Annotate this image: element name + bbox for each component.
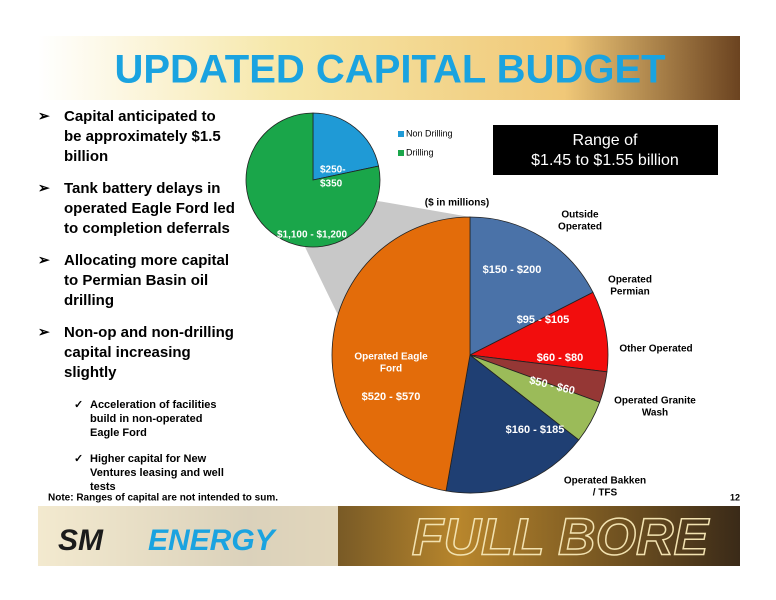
segment-name: Other Operated [619,344,692,355]
title-band [38,36,740,100]
segment-name: Operated [608,275,652,286]
bullet-text: operated Eagle Ford led [64,200,235,217]
sub-bullet-text: Higher capital for New [90,453,207,465]
bullet-text: Allocating more capital [64,252,229,269]
logo-energy: ENERGY [148,524,278,557]
slice-label: $1,100 - $1,200 [277,230,347,241]
sub-bullet-text: tests [90,481,116,493]
bullet-marker: ➢ [38,252,50,268]
pie-slice [331,216,471,492]
slide-title: UPDATED CAPITAL BUDGET [114,48,665,92]
sub-bullet-text: build in non-operated [90,413,202,425]
segment-name: Operated Granite [614,396,696,407]
segment-name: / TFS [593,488,618,499]
sub-bullet-text: Ventures leasing and well [90,467,224,479]
range-text: $1.45 to $1.55 billion [531,152,679,169]
segment-range: $150 - $200 [483,264,542,276]
segment-name: Ford [380,364,402,375]
legend-swatch [398,150,404,156]
bullet-text: capital increasing [64,344,191,361]
segment-range: $95 - $105 [517,314,570,326]
bullet-marker: ➢ [38,180,50,196]
legend-entry: Drilling [406,147,434,157]
legend-entry: Non Drilling [406,128,453,138]
note: Note: Ranges of capital are not intended… [48,493,278,504]
bullet-text: billion [64,148,108,165]
segment-range: $60 - $80 [537,352,583,364]
segment-name: Wash [642,408,668,419]
range-text: Range of [573,132,638,149]
bullet-text: Capital anticipated to [64,108,216,125]
sub-bullet-marker: ✓ [74,399,83,411]
bullet-text: slightly [64,364,117,381]
sub-bullet-text: Eagle Ford [90,427,147,439]
range-box [493,125,718,175]
segment-range: $520 - $570 [362,391,421,403]
bullet-text: Tank battery delays in [64,180,220,197]
slice-label: $350 [320,179,343,190]
sub-bullet-marker: ✓ [74,453,83,465]
logo-sm: SM [58,524,104,557]
unit-note: ($ in millions) [425,198,489,209]
bullet-text: Non-op and non-drilling [64,324,234,341]
bullet-text: to completion deferrals [64,220,230,237]
segment-name: Operated [558,222,602,233]
sub-bullet-text: Acceleration of facilities [90,399,217,411]
segment-name: Outside [561,210,599,221]
pie-slice [312,112,380,181]
segment-range: $160 - $185 [506,424,565,436]
logo-area [38,506,338,566]
slice-label: $250- [320,165,346,176]
pie-slice [245,112,381,248]
pie-slice [469,216,594,356]
pie-slice [445,354,580,494]
segment-name: Operated Bakken [564,476,646,487]
bullet-marker: ➢ [38,324,50,340]
page-number: 12 [730,492,740,502]
bullet-marker: ➢ [38,108,50,124]
bullet-text: be approximately $1.5 [64,128,221,145]
segment-name: Operated Eagle [354,352,428,363]
bullet-text: to Permian Basin oil [64,272,208,289]
pie-slice [468,291,609,373]
tagline: FULL BORE [412,509,710,567]
segment-name: Permian [610,287,649,298]
legend-swatch [398,131,404,137]
bullet-text: drilling [64,292,114,309]
